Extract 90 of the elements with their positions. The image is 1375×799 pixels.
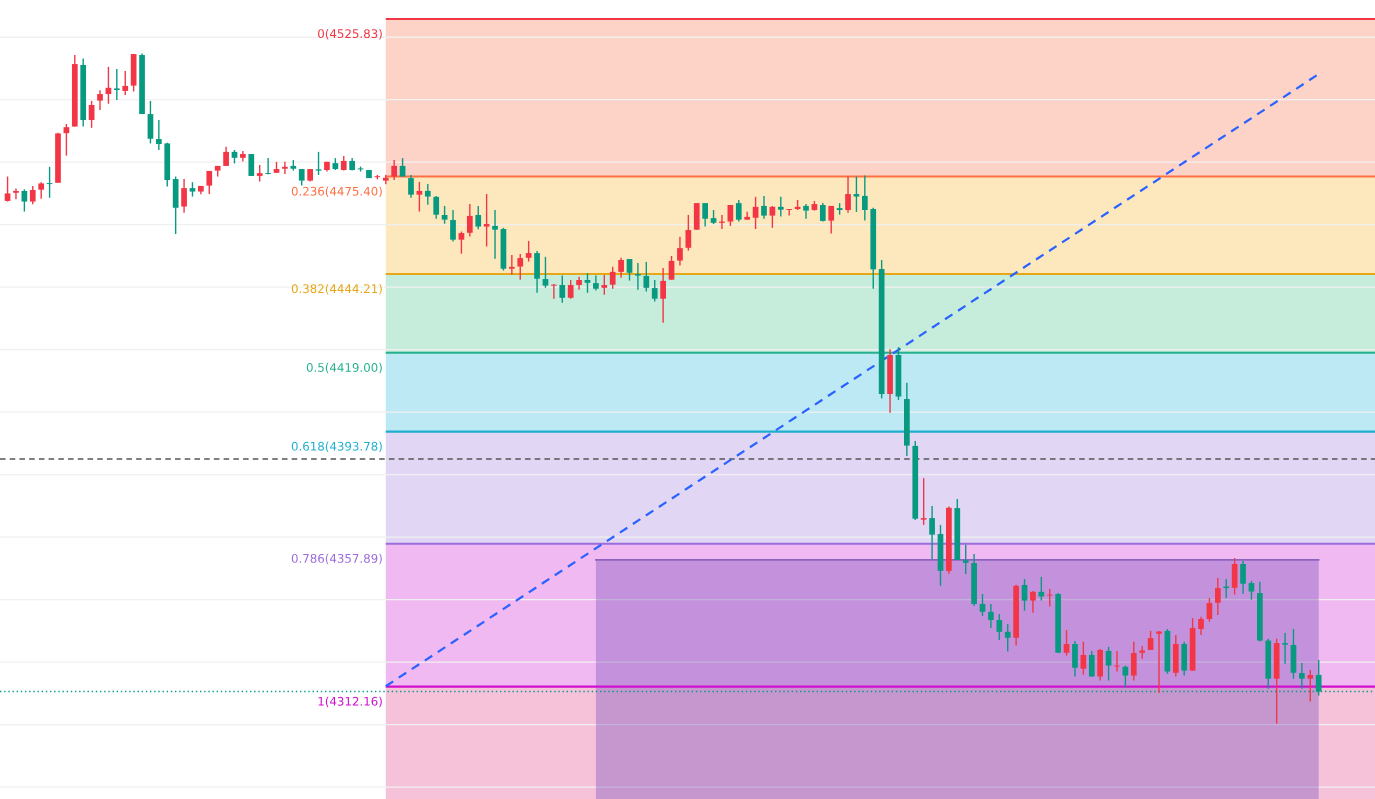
candlestick bbox=[1063, 629, 1070, 657]
candlestick bbox=[643, 261, 650, 293]
candlestick bbox=[735, 199, 742, 223]
candlestick bbox=[567, 279, 574, 300]
candlestick bbox=[702, 202, 709, 228]
candlestick bbox=[651, 279, 658, 303]
candlestick bbox=[1114, 650, 1120, 673]
candlestick bbox=[155, 119, 162, 151]
candlestick bbox=[492, 209, 498, 260]
candlestick bbox=[122, 70, 129, 96]
candlestick bbox=[391, 159, 398, 181]
candlestick bbox=[1004, 623, 1011, 653]
ref-line-label: 0.786(4357.89) bbox=[291, 553, 382, 565]
candlestick bbox=[551, 283, 557, 300]
candlestick bbox=[517, 253, 524, 281]
candlestick bbox=[542, 256, 549, 289]
candlestick bbox=[508, 254, 515, 276]
candlestick bbox=[483, 193, 490, 248]
candlestick bbox=[920, 477, 927, 526]
candlestick bbox=[1307, 669, 1314, 703]
candlestick bbox=[29, 185, 36, 206]
candlestick bbox=[1156, 630, 1162, 694]
candlestick bbox=[853, 175, 860, 213]
ref-line-label: 0.236(4475.40) bbox=[291, 186, 382, 198]
ref-line-label: 0.382(4444.21) bbox=[291, 284, 382, 295]
candlestick bbox=[929, 505, 935, 560]
candlestick bbox=[1240, 560, 1246, 595]
candlestick bbox=[584, 272, 591, 294]
candlestick bbox=[559, 274, 566, 304]
ref-line-label: 1(4312.16) bbox=[318, 696, 382, 708]
candlestick bbox=[988, 603, 994, 629]
candlestick bbox=[181, 178, 187, 214]
candlestick bbox=[1088, 650, 1095, 678]
candlestick bbox=[1315, 659, 1322, 697]
candlestick bbox=[819, 202, 826, 223]
candlestick bbox=[609, 266, 616, 290]
candlestick bbox=[265, 157, 271, 176]
candlestick bbox=[1214, 577, 1221, 616]
candlestick bbox=[996, 613, 1003, 641]
candlestick bbox=[433, 195, 440, 220]
candlestick bbox=[777, 196, 784, 218]
candlestick bbox=[525, 240, 532, 263]
ref-line-label: 0.5(4419.00) bbox=[306, 362, 382, 374]
candlestick bbox=[660, 267, 666, 324]
candlestick bbox=[46, 166, 53, 199]
candlestick bbox=[1021, 578, 1028, 612]
candlestick bbox=[803, 203, 809, 220]
candlestick bbox=[635, 262, 641, 291]
candlestick bbox=[1282, 632, 1288, 665]
candlestick bbox=[4, 175, 11, 203]
candlestick bbox=[677, 236, 683, 267]
ref-line-label: 0(4525.83) bbox=[318, 28, 382, 40]
candlestick bbox=[1038, 576, 1045, 602]
candlestick bbox=[458, 230, 465, 255]
candlestick bbox=[248, 153, 255, 177]
candlestick bbox=[1130, 641, 1137, 682]
candlestick bbox=[424, 183, 431, 206]
ref-line-label: 0.618(4393.78) bbox=[291, 441, 382, 453]
candlestick bbox=[1139, 645, 1146, 660]
candlestick bbox=[450, 209, 456, 243]
candlestick bbox=[769, 205, 776, 229]
candlestick bbox=[399, 157, 406, 178]
candlestick bbox=[1072, 640, 1078, 678]
candlestick bbox=[861, 174, 868, 222]
candlestick bbox=[315, 151, 322, 176]
candlestick bbox=[761, 195, 767, 220]
candlestick bbox=[475, 205, 482, 231]
candlestick bbox=[1231, 557, 1238, 596]
candlestick bbox=[1299, 662, 1305, 690]
candlestick bbox=[1198, 616, 1204, 636]
candlestick bbox=[685, 214, 692, 252]
candlestick bbox=[223, 146, 229, 167]
candlestick bbox=[13, 187, 19, 201]
candlestick bbox=[1122, 664, 1129, 689]
candlestick bbox=[1030, 590, 1036, 614]
candlestick bbox=[828, 205, 835, 235]
candlestick bbox=[282, 161, 288, 175]
candlestick bbox=[240, 150, 246, 163]
candlestick bbox=[408, 174, 414, 199]
candlestick bbox=[845, 175, 851, 214]
candlestick bbox=[21, 188, 28, 213]
candlestick bbox=[744, 211, 751, 221]
candlestick bbox=[97, 89, 103, 111]
candlestick bbox=[1248, 580, 1255, 601]
candlestick bbox=[466, 203, 473, 238]
candlestick bbox=[601, 274, 608, 296]
candlestick bbox=[618, 257, 624, 279]
candlestick bbox=[113, 68, 120, 101]
candlestick bbox=[416, 181, 423, 213]
candlestick bbox=[962, 543, 969, 575]
